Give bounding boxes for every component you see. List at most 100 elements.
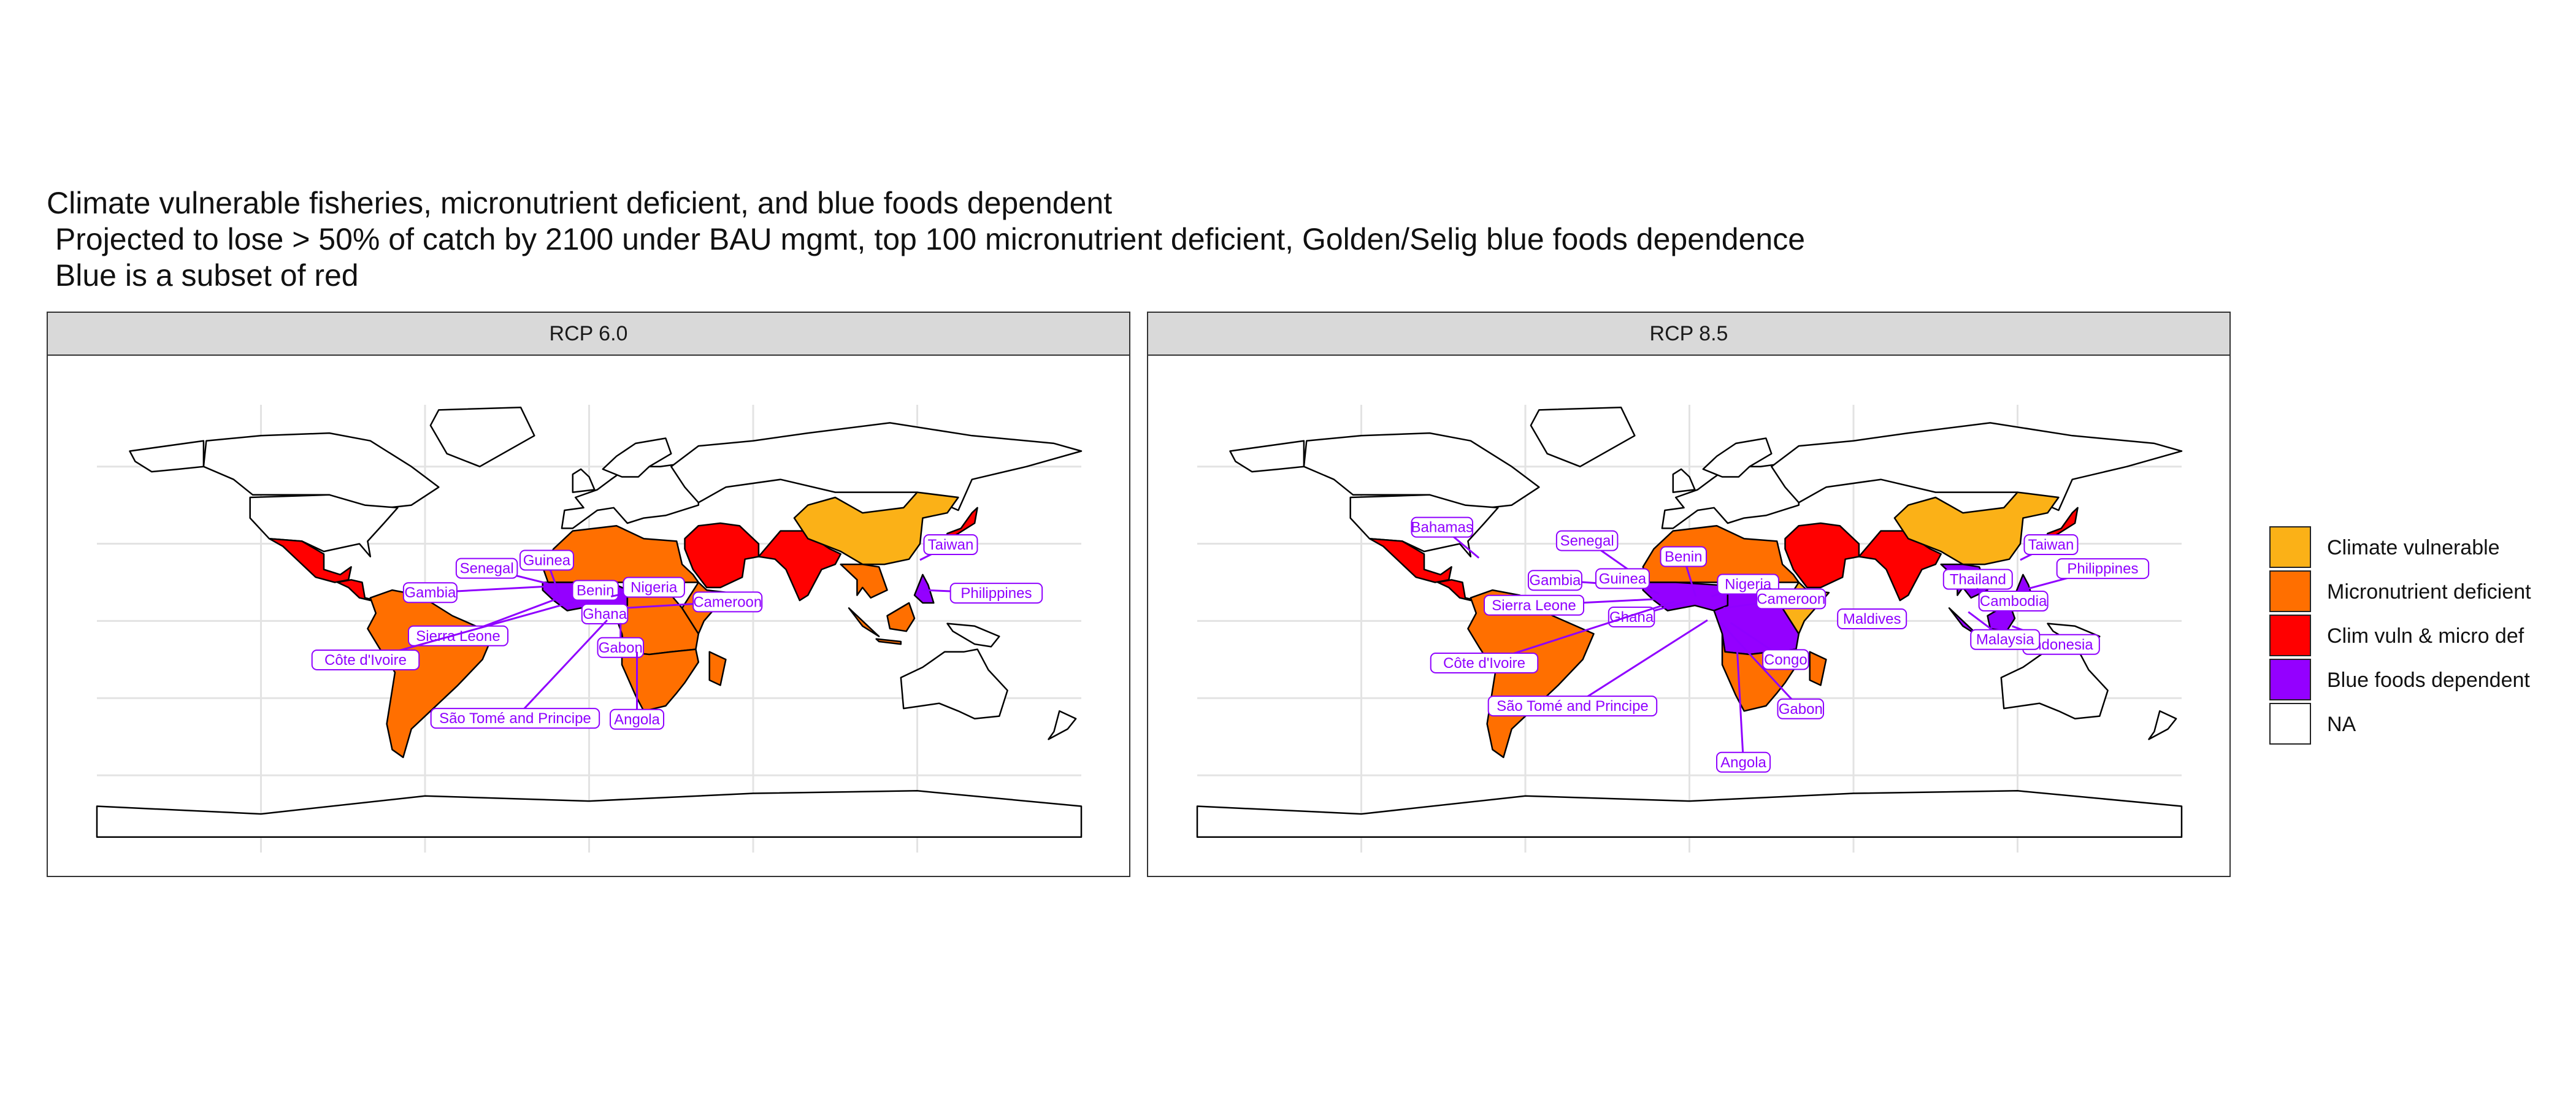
legend-item-na: NA	[2269, 703, 2564, 747]
country-label: Taiwan	[2023, 534, 2079, 555]
country-label-box	[1762, 649, 1809, 670]
legend-label-climate-vulnerable: Climate vulnerable	[2327, 536, 2500, 559]
country-label: Gabon	[1777, 698, 1825, 719]
country-antarctica	[1196, 790, 2183, 838]
country-label: Congo	[1762, 649, 1809, 670]
country-label-text: Sierra Leone	[1492, 597, 1576, 614]
country-label: São Tomé and Principe	[430, 708, 600, 729]
country-label-box	[430, 708, 600, 729]
legend-label-blue-foods-dependent: Blue foods dependent	[2327, 669, 2530, 692]
country-label: Malaysia	[1970, 629, 2041, 650]
country-uk	[572, 468, 596, 493]
country-labels: Bahamas Senegal Benin Gambia Guinea Nigeria Th…	[1411, 516, 2150, 773]
label-leader-line	[1736, 651, 1745, 762]
country-label: Bahamas	[1411, 516, 1473, 538]
country-label: Sierra Leone	[1484, 594, 1584, 616]
legend-key-blue-foods-dependent	[2269, 659, 2311, 700]
country-russia	[1771, 422, 2183, 512]
country-label-text: Congo	[1764, 651, 1807, 668]
country-nz	[2148, 710, 2177, 740]
country-madagascar	[1809, 651, 1827, 686]
country-label-text: Maldives	[1843, 611, 1901, 627]
legend-item-clim-vuln-micro-def: Clim vuln & micro def	[2269, 615, 2564, 659]
country-label-box	[402, 582, 458, 604]
country-label-text: Ghana	[583, 606, 627, 623]
country-label-text: Gabon	[599, 640, 643, 656]
chart-title: Climate vulnerable fisheries, micronutri…	[47, 185, 2193, 294]
country-label-box	[949, 583, 1043, 604]
country-label-text: Côte d'Ivoire	[1443, 655, 1525, 672]
country-canada	[202, 432, 440, 512]
country-label-text: Cameroon	[693, 594, 762, 610]
country-indon3	[875, 638, 902, 645]
country-label-text: Angola	[614, 711, 660, 728]
world-map-rcp85: Bahamas Senegal Benin Gambia Guinea Nigeria Th…	[1196, 405, 2183, 853]
country-label-box	[610, 708, 665, 730]
country-label-box	[455, 558, 518, 579]
country-label-text: Benin	[1665, 549, 1702, 565]
country-australia	[900, 648, 1008, 720]
legend-key-clim-vuln-micro-def	[2269, 615, 2311, 656]
legend-item-climate-vulnerable: Climate vulnerable	[2269, 526, 2564, 570]
country-label-text: Malaysia	[1976, 632, 2034, 648]
country-label-text: Gambia	[1529, 572, 1581, 589]
country-label-text: Nigeria	[631, 580, 678, 596]
country-label-text: Cambodia	[1980, 593, 2047, 610]
country-label-text: Guinea	[523, 552, 571, 569]
legend-item-blue-foods-dependent: Blue foods dependent	[2269, 659, 2564, 703]
country-label-text: Benin	[577, 583, 614, 599]
country-label-box	[1660, 546, 1708, 567]
country-greenland	[1530, 406, 1636, 467]
country-china	[793, 491, 959, 565]
country-russia	[670, 422, 1083, 512]
country-label: Maldives	[1837, 608, 1907, 629]
country-label-box	[1527, 570, 1582, 591]
map-panel-rcp60: RCP 6.0 Guinea Senegal Benin Nigeria Gambia C…	[47, 312, 1130, 877]
country-label-text: Angola	[1720, 754, 1766, 771]
title-line-3: Blue is a subset of red	[47, 258, 359, 293]
country-label: Gambia	[1527, 570, 1582, 591]
country-label: Cameroon	[692, 591, 763, 613]
legend-label-na: NA	[2327, 713, 2356, 736]
country-label-box	[572, 580, 619, 601]
country-madagascar	[708, 651, 727, 686]
country-label-box	[1837, 608, 1907, 629]
legend-key-climate-vulnerable	[2269, 526, 2311, 568]
country-southam	[367, 589, 494, 759]
country-china	[1893, 491, 2060, 565]
label-leader-line	[1572, 619, 1708, 707]
country-labels: Guinea Senegal Benin Nigeria Gambia Cameroon G…	[311, 534, 1043, 730]
country-label-box	[692, 591, 763, 613]
country-label-box	[1595, 568, 1650, 589]
country-label-text: Bahamas	[1411, 519, 1473, 536]
country-mideast	[1784, 522, 1860, 589]
country-label-box	[923, 534, 978, 555]
country-india	[1858, 530, 1942, 602]
country-scand	[1702, 437, 1773, 478]
country-label: Côte d'Ivoire	[1430, 652, 1539, 673]
legend-label-clim-vuln-micro-def: Clim vuln & micro def	[2327, 624, 2524, 648]
country-nz	[1048, 710, 1077, 740]
country-alaska	[1229, 440, 1305, 473]
country-safrica	[621, 633, 700, 712]
country-canada	[1303, 432, 1540, 512]
country-label-box	[1777, 698, 1825, 719]
country-alaska	[129, 440, 205, 473]
country-label-box	[1716, 751, 1771, 773]
country-label: Nigeria	[623, 577, 685, 598]
country-label: Senegal	[455, 558, 518, 579]
country-label-text: Côte d'Ivoire	[324, 652, 407, 669]
country-label-text: Gabon	[1779, 701, 1823, 718]
country-philippines	[913, 573, 935, 604]
country-label-box	[311, 649, 420, 670]
country-westafrica	[1642, 581, 1729, 611]
country-label-box	[623, 577, 685, 598]
country-label-text: São Tomé and Principe	[439, 710, 591, 727]
country-label-text: Ghana	[1609, 609, 1654, 626]
country-label: Cambodia	[1978, 590, 2049, 611]
legend-label-micronutrient-deficient: Micronutrient deficient	[2327, 580, 2531, 604]
country-label: Benin	[572, 580, 619, 601]
label-leader-line	[514, 619, 608, 719]
country-label-box	[1756, 588, 1827, 610]
country-label-box	[1484, 594, 1584, 616]
